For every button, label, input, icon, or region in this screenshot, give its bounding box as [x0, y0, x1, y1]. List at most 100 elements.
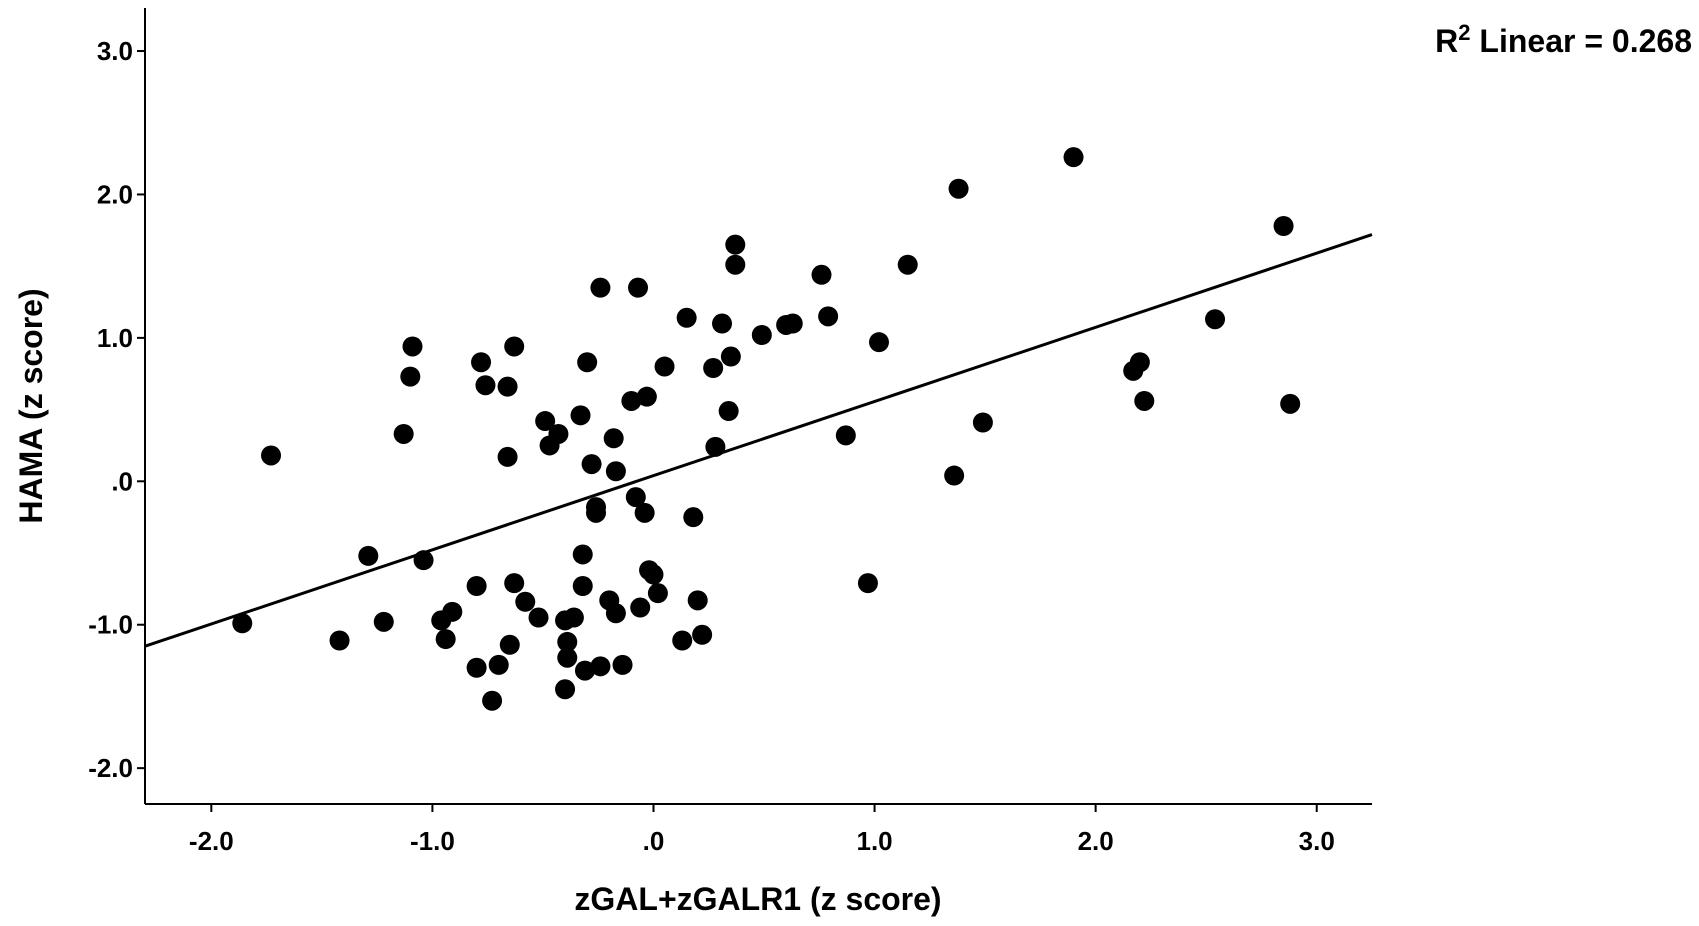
data-point	[435, 629, 456, 650]
data-point	[1273, 216, 1294, 237]
data-point	[393, 423, 414, 444]
data-point	[557, 631, 578, 652]
data-point	[634, 502, 655, 523]
data-point	[818, 306, 839, 327]
r2-label-superscript: 2	[1458, 20, 1470, 45]
x-tick-label: -2.0	[189, 826, 234, 856]
data-point	[232, 613, 253, 634]
r2-label-rest: Linear = 0.268	[1471, 23, 1692, 59]
data-point	[504, 573, 525, 594]
x-axis-title: zGAL+zGALR1 (z score)	[574, 881, 941, 917]
data-point	[570, 405, 591, 426]
points-layer	[232, 147, 1301, 711]
data-point	[555, 679, 576, 700]
data-point	[1134, 390, 1155, 411]
data-point	[636, 386, 657, 407]
data-point	[857, 573, 878, 594]
y-tick-label: 1.0	[97, 323, 133, 353]
data-point	[442, 601, 463, 622]
data-point	[329, 630, 350, 651]
data-point	[581, 454, 602, 475]
data-point	[574, 660, 595, 681]
data-point	[718, 401, 739, 422]
data-point	[515, 591, 536, 612]
data-point	[563, 607, 584, 628]
data-point	[612, 654, 633, 675]
data-point	[402, 336, 423, 357]
data-point	[972, 412, 993, 433]
data-point	[712, 313, 733, 334]
data-point	[261, 445, 282, 466]
data-point	[672, 630, 693, 651]
data-point	[471, 352, 492, 373]
y-tick-label: 3.0	[97, 36, 133, 66]
data-point	[605, 461, 626, 482]
data-point	[703, 357, 724, 378]
data-point	[497, 446, 518, 467]
y-tick-label: -2.0	[88, 753, 133, 783]
data-point	[676, 307, 697, 328]
data-point	[528, 607, 549, 628]
x-tick-label: 3.0	[1299, 826, 1335, 856]
data-point	[572, 544, 593, 565]
data-point	[590, 277, 611, 298]
data-point	[725, 254, 746, 275]
data-point	[497, 376, 518, 397]
data-point	[782, 313, 803, 334]
x-ticks: -2.0 -1.0 .0 1.0 2.0 3.0	[189, 804, 1335, 856]
data-point	[475, 375, 496, 396]
data-point	[835, 425, 856, 446]
data-point	[643, 564, 664, 585]
data-point	[725, 234, 746, 255]
x-tick-label: .0	[643, 826, 665, 856]
y-tick-label: 2.0	[97, 179, 133, 209]
data-point	[358, 545, 379, 566]
x-tick-label: -1.0	[410, 826, 455, 856]
data-point	[499, 634, 520, 655]
data-point	[654, 356, 675, 377]
x-tick-label: 2.0	[1078, 826, 1114, 856]
data-point	[720, 346, 741, 367]
data-point	[373, 611, 394, 632]
data-point	[944, 465, 965, 486]
y-axis-title: HAMA (z score)	[13, 288, 49, 523]
data-point	[692, 624, 713, 645]
data-point	[548, 423, 569, 444]
data-point	[621, 390, 642, 411]
data-point	[605, 603, 626, 624]
r2-label-prefix: R	[1435, 23, 1458, 59]
data-point	[586, 502, 607, 523]
data-point	[466, 657, 487, 678]
data-point	[868, 332, 889, 353]
data-point	[488, 654, 509, 675]
data-point	[687, 590, 708, 611]
data-point	[535, 411, 556, 432]
data-point	[557, 647, 578, 668]
data-point	[630, 597, 651, 618]
data-point	[577, 352, 598, 373]
data-point	[466, 575, 487, 596]
x-tick-label: 1.0	[856, 826, 892, 856]
data-point	[1063, 147, 1084, 168]
r2-linear-label: R2 Linear = 0.268	[1435, 20, 1692, 59]
data-point	[400, 366, 421, 387]
data-point	[683, 507, 704, 528]
data-point	[751, 325, 772, 346]
y-tick-label: -1.0	[88, 610, 133, 640]
data-point	[1280, 393, 1301, 414]
data-point	[647, 583, 668, 604]
data-point	[1129, 352, 1150, 373]
data-point	[628, 277, 649, 298]
data-point	[897, 254, 918, 275]
data-point	[590, 656, 611, 677]
y-ticks: -2.0 -1.0 .0 1.0 2.0 3.0	[88, 36, 145, 783]
data-point	[625, 487, 646, 508]
data-point	[482, 690, 503, 711]
y-tick-label: .0	[111, 466, 133, 496]
data-point	[1205, 309, 1226, 330]
data-point	[603, 428, 624, 449]
data-point	[948, 178, 969, 199]
data-point	[504, 336, 525, 357]
fit-line	[144, 233, 1373, 648]
